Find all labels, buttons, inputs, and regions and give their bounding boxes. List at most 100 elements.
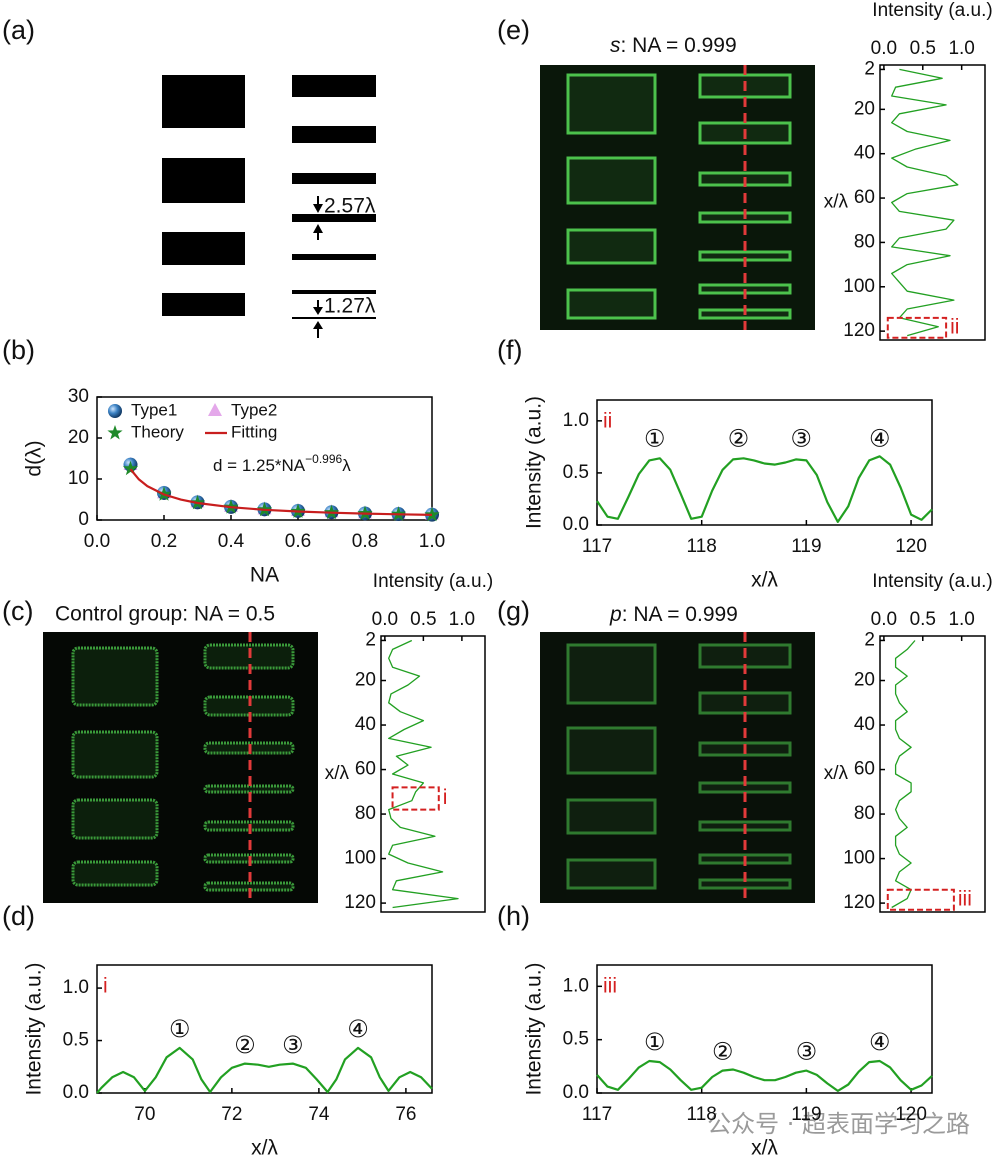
image-title: p: NA = 0.999 [609,603,738,626]
panel-label: (g) [497,596,530,626]
peak-label: ① [644,425,666,453]
peak-label: ③ [790,425,812,453]
y-tick-label: 30 [68,386,89,407]
axis-title: Intensity (a.u.) [373,571,493,592]
data-line [891,640,916,909]
x-tick-label: 0.4 [218,531,245,552]
peak-label: ② [712,1037,734,1065]
y-tick-label: 0.5 [63,1030,89,1051]
y-tick-label: 60 [355,759,376,780]
y-tick-label: 80 [355,803,376,824]
peak-label: ④ [869,1028,891,1056]
x-tick-label: 120 [895,536,927,557]
peak-label: ③ [796,1037,818,1065]
plot-frame [380,635,486,913]
x-tick-label: 72 [221,1104,242,1125]
x-tick-label: 0.0 [84,531,110,552]
formula-text: d = 1.25*NA [213,456,306,475]
y-tick-label: 0.0 [563,1082,589,1103]
x-tick-label: 120 [895,1104,927,1125]
x-tick-label: 117 [582,1104,612,1125]
x-tick-label: 76 [395,1104,416,1125]
plot-frame [596,399,933,526]
x-tick-label: 1.0 [948,609,974,630]
x-tick-label: 119 [791,536,821,557]
peak-label: ④ [869,425,891,453]
y-tick-label: 0 [78,509,89,530]
y-tick-label: 2 [864,629,875,650]
curve-tag: iii [603,975,617,998]
x-tick-label: 70 [134,1104,155,1125]
x-tick-label: 1.0 [449,609,475,630]
x-tick-label: 118 [687,536,717,557]
x-tick-label: 0.5 [910,609,936,630]
axis-title: Intensity (a.u.) [523,962,546,1095]
point [108,404,122,418]
data-line [891,68,959,337]
y-tick-label: 40 [854,714,875,735]
legend-label: Theory [131,422,184,441]
axis-title: Intensity (a.u.) [872,571,992,592]
title-symbol: p [609,603,622,626]
highlight-label: ii [950,315,959,338]
plot-frame [96,964,433,1094]
legend-label: Fitting [231,422,277,441]
y-tick-label: 120 [344,892,376,913]
curve-tag: i [103,975,108,998]
x-tick-label: 117 [582,536,612,557]
y-tick-label: 0.5 [563,462,589,483]
curve-tag: ii [603,410,612,433]
highlight-box [886,316,948,339]
x-tick-label: 119 [791,1104,821,1125]
panel-label: (e) [497,15,530,45]
title-text: : NA = 0.999 [621,34,737,57]
axis-title: x/λ [251,1137,278,1160]
y-tick-label: 0.0 [563,514,589,535]
peak-label: ② [728,425,750,453]
y-tick-label: 0.5 [563,1029,589,1050]
y-tick-label: 100 [843,848,875,869]
legend-label: Type2 [231,400,277,419]
axis-title: x/λ [824,763,849,784]
x-tick-label: 0.5 [410,609,436,630]
x-tick-label: 0.6 [285,531,311,552]
panel-label: (f) [497,335,522,365]
x-tick-label: 0.8 [352,531,378,552]
axis-title: Intensity (a.u.) [523,396,546,529]
data-line [388,639,459,909]
x-tick-label: 1.0 [948,38,974,59]
formula: d = 1.25*NA−0.996λ [213,452,351,475]
formula-exponent: −0.996 [305,452,342,466]
axis-title: x/λ [824,192,849,213]
y-tick-label: 40 [355,714,376,735]
title-text: : NA = 0.999 [622,603,738,626]
x-tick-label: 118 [687,1104,717,1125]
point [208,403,222,416]
y-tick-label: 20 [854,670,875,691]
y-tick-label: 80 [854,803,875,824]
panel-label: (h) [497,901,530,931]
highlight-box [391,786,440,811]
intensity-image [540,65,815,330]
y-tick-label: 60 [854,759,875,780]
y-tick-label: 100 [843,276,875,297]
data-line [596,1059,933,1092]
plot-frame [879,635,986,913]
y-tick-label: 10 [68,468,89,489]
peak-label: ① [644,1028,666,1056]
plot-frame [96,396,433,521]
panel-label: (c) [2,596,33,626]
panel-label: (d) [2,901,35,931]
y-tick-label: 100 [344,848,376,869]
axis-title: x/λ [751,569,778,592]
axis-title: x/λ [751,1137,778,1160]
y-tick-label: 2 [864,58,875,79]
peak-label: ① [169,1015,191,1043]
x-tick-label: 0.0 [372,609,398,630]
x-tick-label: 0.0 [871,609,897,630]
peak-label: ② [234,1031,256,1059]
image-title: s: NA = 0.999 [610,34,737,57]
y-tick-label: 1.0 [563,975,589,996]
